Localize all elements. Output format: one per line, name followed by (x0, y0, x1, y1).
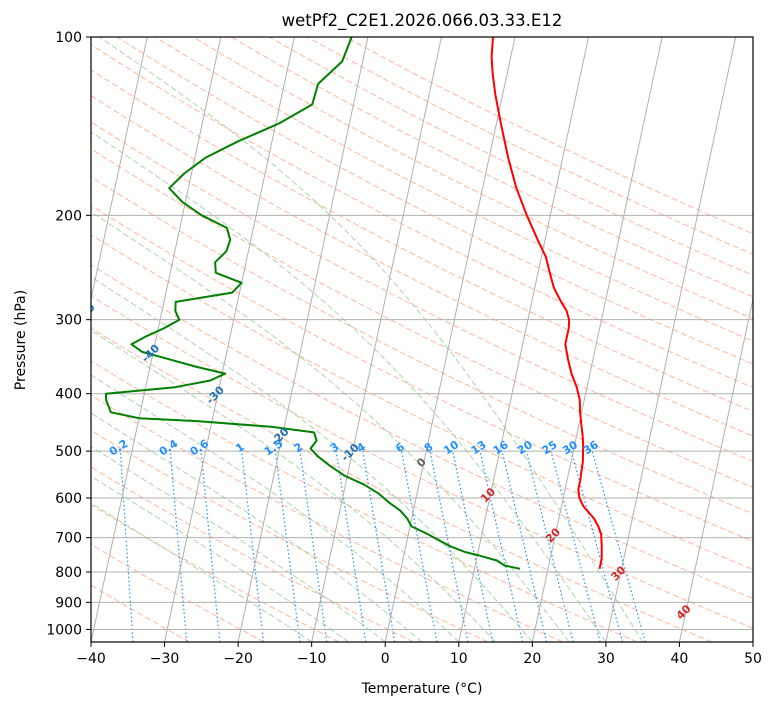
moist-adiabat (91, 374, 460, 642)
y-tick-label: 800 (55, 565, 82, 581)
dry-adiabat (91, 504, 340, 642)
isotherm-line (531, 37, 663, 642)
mixing-ratio-line (452, 450, 494, 642)
moist-adiabat (91, 131, 607, 642)
x-tick-label: 10 (450, 651, 468, 667)
background-lines (91, 37, 753, 642)
mixing-ratio-line (274, 451, 301, 642)
dry-adiabat (91, 429, 489, 642)
x-tick-label: −30 (150, 651, 180, 667)
y-tick-label: 100 (55, 30, 82, 46)
mixing-ratio-line (335, 451, 367, 642)
x-tick-label: 0 (381, 651, 390, 667)
mixing-ratio-line (400, 450, 438, 642)
x-axis-title: Temperature (°C) (361, 681, 483, 697)
chart-title: wetPf2_C2E1.2026.066.03.33.E12 (282, 11, 563, 31)
dry-adiabat (230, 37, 753, 298)
x-tick-label: 20 (523, 651, 541, 667)
isotherm-line (91, 37, 222, 642)
isotherm-line (384, 37, 516, 642)
moist-adiabat (91, 475, 349, 642)
dry-adiabat (91, 360, 638, 642)
dry-adiabat (91, 394, 563, 642)
y-tick-label: 200 (55, 208, 82, 224)
moist-adiabat (91, 445, 386, 642)
x-tick-label: −20 (223, 651, 253, 667)
mixing-ratio-line (362, 451, 396, 642)
mixing-ratio-line (591, 450, 646, 642)
y-tick-label: 500 (55, 444, 82, 460)
axes: −40 −30 −20 −10 0 10 20 30 40 50 100 200 300 400 500 60… (46, 30, 762, 667)
dry-adiabat (91, 327, 712, 642)
dry-adiabat (91, 295, 753, 629)
moist-adiabat (91, 276, 533, 642)
dry-adiabat (91, 69, 753, 413)
mixing-ratio-line (479, 450, 524, 642)
y-tick-label: 900 (55, 595, 82, 611)
dry-adiabat (116, 37, 753, 365)
moist-adiabat (99, 37, 644, 642)
x-tick-label: −40 (76, 651, 106, 667)
y-axis-title: Pressure (hPa) (13, 290, 29, 390)
isotherm-line (678, 296, 753, 642)
dry-adiabat (91, 176, 753, 515)
mixing-ratio-line (241, 451, 265, 642)
moist-adiabat (91, 412, 423, 642)
isotherm-line (458, 37, 590, 642)
isotherm-line (237, 37, 369, 642)
dry-adiabat (91, 121, 753, 462)
profile-lines (105, 37, 603, 570)
mixing-ratio-line (550, 450, 601, 642)
y-tick-label: 700 (55, 531, 82, 547)
moist-adiabat (91, 329, 496, 642)
dry-adiabat (91, 264, 753, 600)
x-tick-label: 50 (744, 651, 762, 667)
dry-adiabat (91, 234, 753, 571)
y-tick-label: 1000 (46, 622, 82, 638)
mixing-ratio-line (299, 451, 328, 642)
dry-adiabat (91, 584, 190, 642)
temperature-profile-line (490, 37, 603, 570)
x-tick-label: −10 (297, 651, 327, 667)
mixing-ratio-line (525, 450, 574, 642)
x-tick-label: 40 (671, 651, 689, 667)
isotherm-line (605, 37, 737, 642)
x-tick-label: 30 (597, 651, 615, 667)
dry-adiabat (91, 148, 753, 488)
moist-adiabat (91, 211, 570, 642)
isotherm-line (91, 37, 148, 302)
dry-adiabat (154, 37, 753, 342)
plot-frame (90, 36, 754, 643)
isotherm-line (311, 37, 442, 642)
dry-adiabat (91, 44, 753, 389)
y-tick-label: 400 (55, 387, 82, 403)
y-tick-label: 300 (55, 313, 82, 329)
isotherm-label: -50 (74, 301, 97, 324)
y-tick-label: 600 (55, 491, 82, 507)
dewpoint-profile-line (105, 37, 521, 570)
isotherm-line (164, 37, 295, 642)
